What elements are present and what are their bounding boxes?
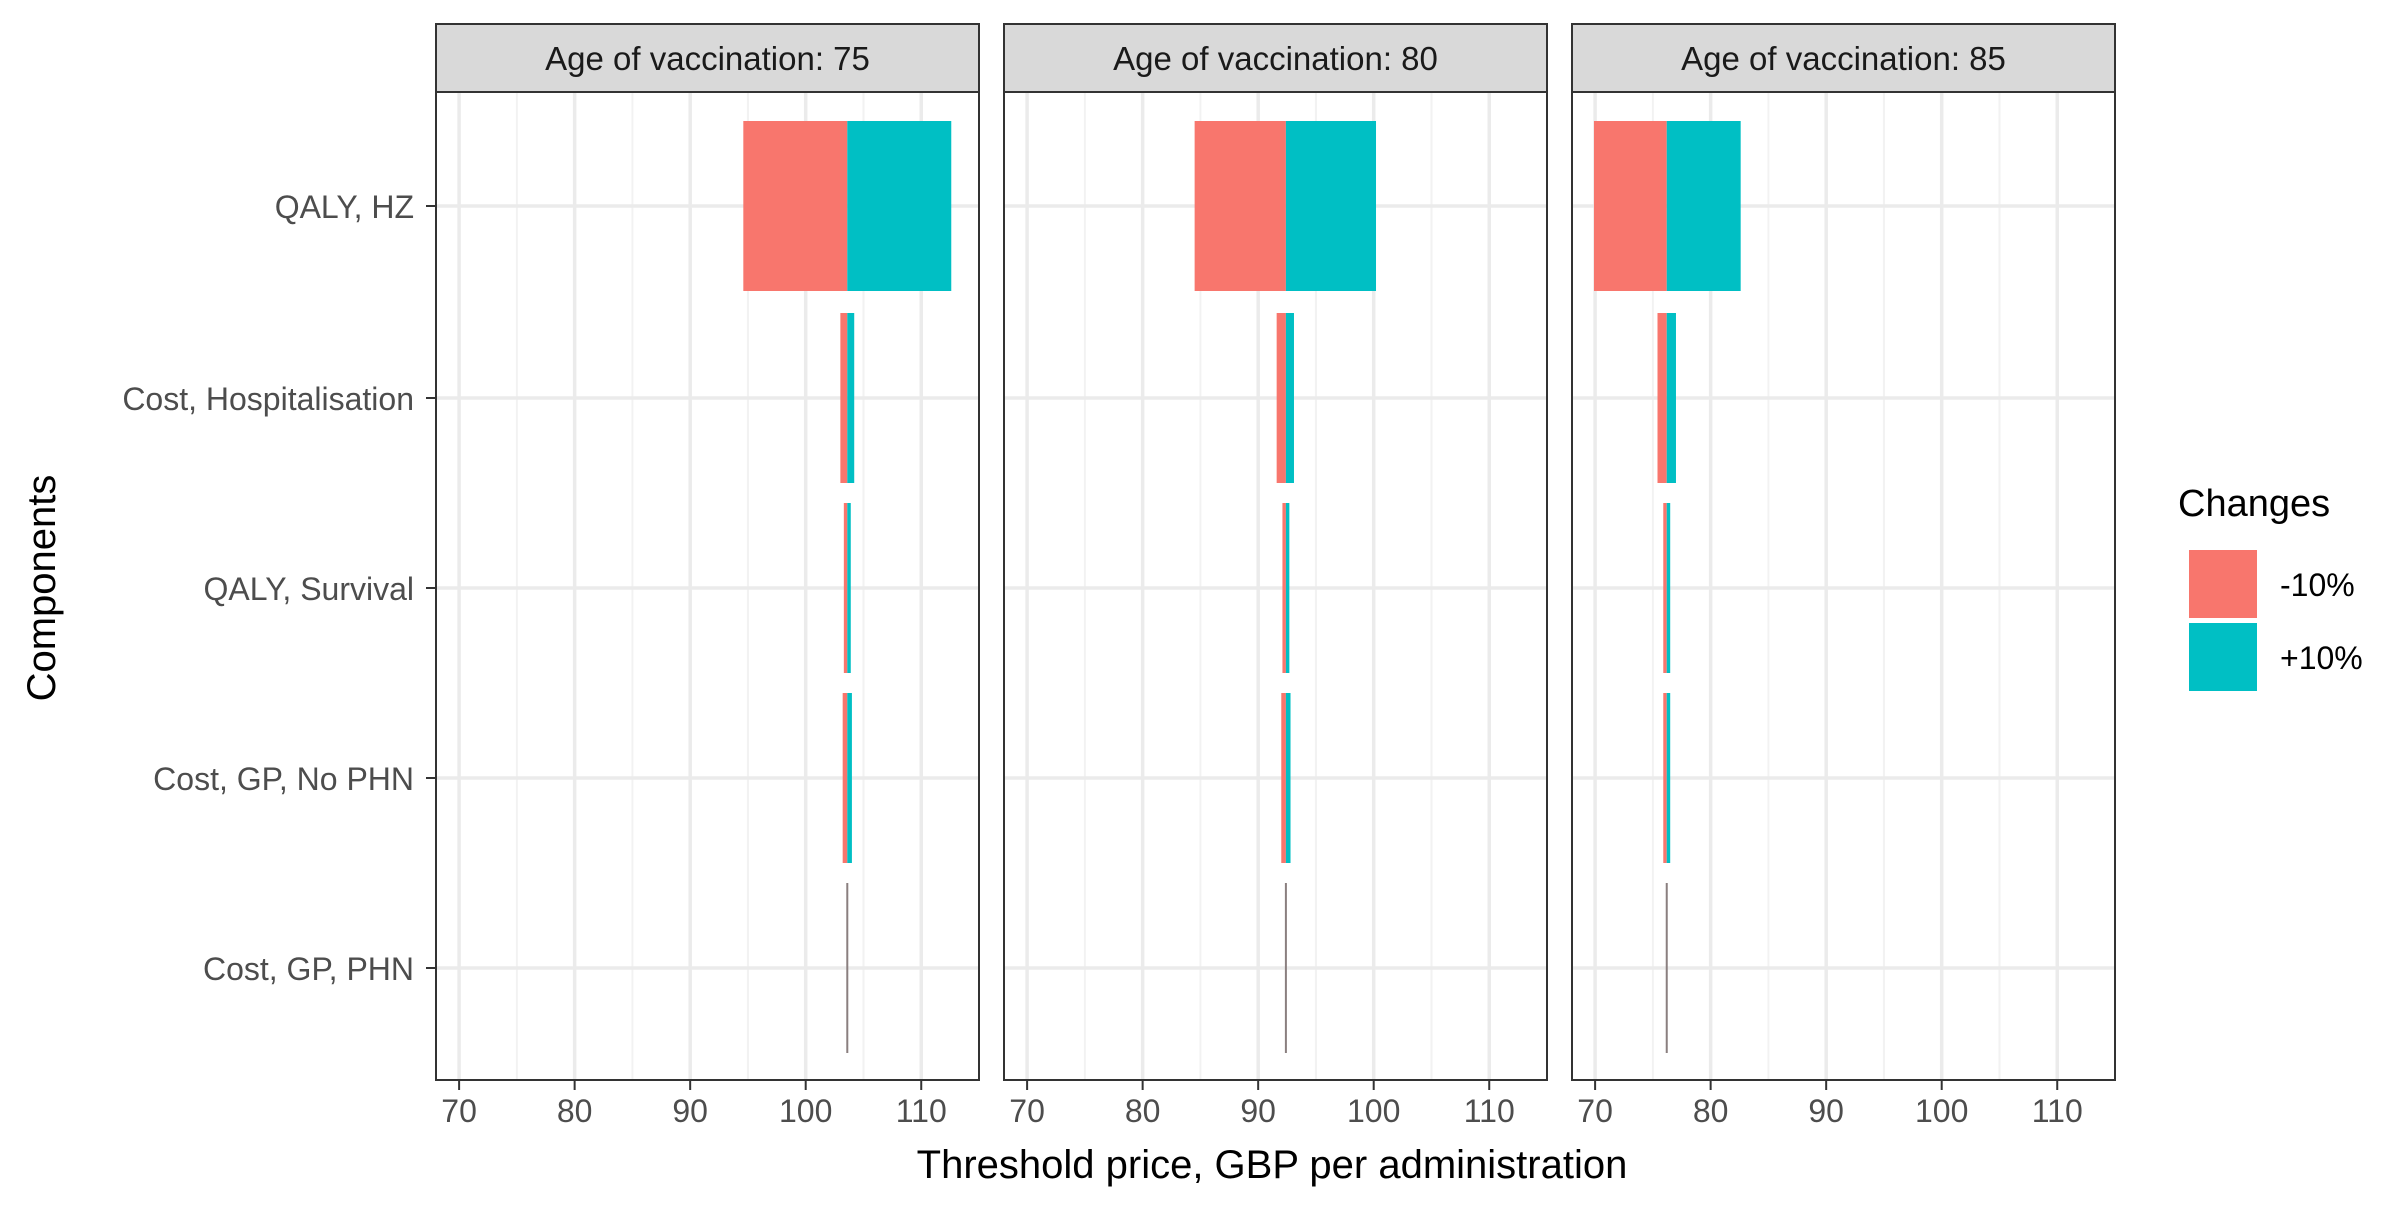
- facet-strip: [1571, 23, 2116, 93]
- bar-minus-10: [842, 693, 848, 863]
- x-tick-label: 110: [2032, 1093, 2083, 1129]
- x-tick-label: 90: [672, 1093, 708, 1129]
- facet-strip: [435, 23, 980, 93]
- y-tick-label: QALY, HZ: [275, 189, 414, 225]
- facet-panel: Age of vaccination: 75 70 80 90 100 110: [435, 23, 980, 1129]
- bar-mark: [1284, 883, 1287, 1053]
- x-tick-label: 90: [1808, 1093, 1844, 1129]
- bar-plus-10: [1666, 313, 1676, 483]
- bar-plus-10: [847, 313, 855, 483]
- x-axis-title: Threshold price, GBP per administration: [917, 1143, 1628, 1187]
- facet-label: Age of vaccination: 80: [1113, 40, 1438, 77]
- bar-mark: [846, 883, 849, 1053]
- y-tick-label: Cost, GP, No PHN: [153, 761, 414, 797]
- y-tick-label: Cost, GP, PHN: [203, 951, 414, 987]
- bar-minus-10: [1282, 503, 1286, 673]
- bar-plus-10: [1285, 693, 1291, 863]
- facet-label: Age of vaccination: 85: [1681, 40, 2006, 77]
- bar-minus-10: [1657, 313, 1667, 483]
- bar-minus-10: [1663, 503, 1667, 673]
- legend-key: [2189, 550, 2257, 618]
- facet-label: Age of vaccination: 75: [545, 40, 870, 77]
- legend: Changes -10% +10%: [2178, 483, 2363, 691]
- legend-key: [2189, 623, 2257, 691]
- x-tick-label: 80: [557, 1093, 593, 1129]
- legend-keys: -10% +10%: [2189, 550, 2363, 691]
- y-tick-label: Cost, Hospitalisation: [122, 381, 414, 417]
- bar-minus-10: [1663, 693, 1667, 863]
- bar-minus-10: [743, 121, 848, 291]
- panel-border: [435, 91, 980, 1081]
- panel-border: [1003, 91, 1548, 1081]
- bar-minus-10: [1281, 693, 1286, 863]
- x-tick-label: 80: [1125, 1093, 1161, 1129]
- facet-panel: Age of vaccination: 85 70 80 90 100 110: [1571, 23, 2116, 1129]
- bar-minus-10: [840, 313, 848, 483]
- bar-minus-10: [1276, 313, 1286, 483]
- bar-minus-10: [1593, 121, 1667, 291]
- legend-title: Changes: [2178, 483, 2330, 525]
- legend-label: -10%: [2280, 567, 2355, 603]
- y-axis-title: Components: [20, 475, 64, 702]
- bar-plus-10: [1666, 503, 1671, 673]
- facet-strip: [1003, 23, 1548, 93]
- bar-plus-10: [1285, 313, 1294, 483]
- bar-plus-10: [847, 693, 852, 863]
- y-tick-label: QALY, Survival: [204, 571, 414, 607]
- bar-plus-10: [1285, 503, 1290, 673]
- bar-plus-10: [1285, 121, 1377, 291]
- x-tick-label: 70: [1009, 1093, 1045, 1129]
- bar-plus-10: [1666, 693, 1671, 863]
- x-tick-label: 80: [1693, 1093, 1729, 1129]
- bar-plus-10: [1666, 121, 1741, 291]
- x-tick-label: 70: [441, 1093, 477, 1129]
- legend-label: +10%: [2280, 640, 2363, 676]
- bar-plus-10: [847, 503, 851, 673]
- x-tick-label: 70: [1577, 1093, 1613, 1129]
- bar-plus-10: [847, 121, 952, 291]
- y-axis: QALY, HZ Cost, Hospitalisation QALY, Survi…: [122, 189, 436, 987]
- x-tick-label: 100: [779, 1093, 832, 1129]
- facet-panel: Age of vaccination: 80 70 80 90 100 110: [1003, 23, 1548, 1129]
- panel-border: [1571, 91, 2116, 1081]
- x-tick-label: 100: [1347, 1093, 1400, 1129]
- x-tick-label: 100: [1915, 1093, 1968, 1129]
- bar-mark: [1665, 883, 1668, 1053]
- x-tick-label: 90: [1240, 1093, 1276, 1129]
- x-tick-label: 110: [1464, 1093, 1515, 1129]
- bar-minus-10: [843, 503, 848, 673]
- x-tick-label: 110: [896, 1093, 947, 1129]
- bar-minus-10: [1194, 121, 1286, 291]
